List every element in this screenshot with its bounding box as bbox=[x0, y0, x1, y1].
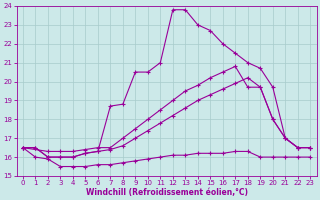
X-axis label: Windchill (Refroidissement éolien,°C): Windchill (Refroidissement éolien,°C) bbox=[85, 188, 248, 197]
